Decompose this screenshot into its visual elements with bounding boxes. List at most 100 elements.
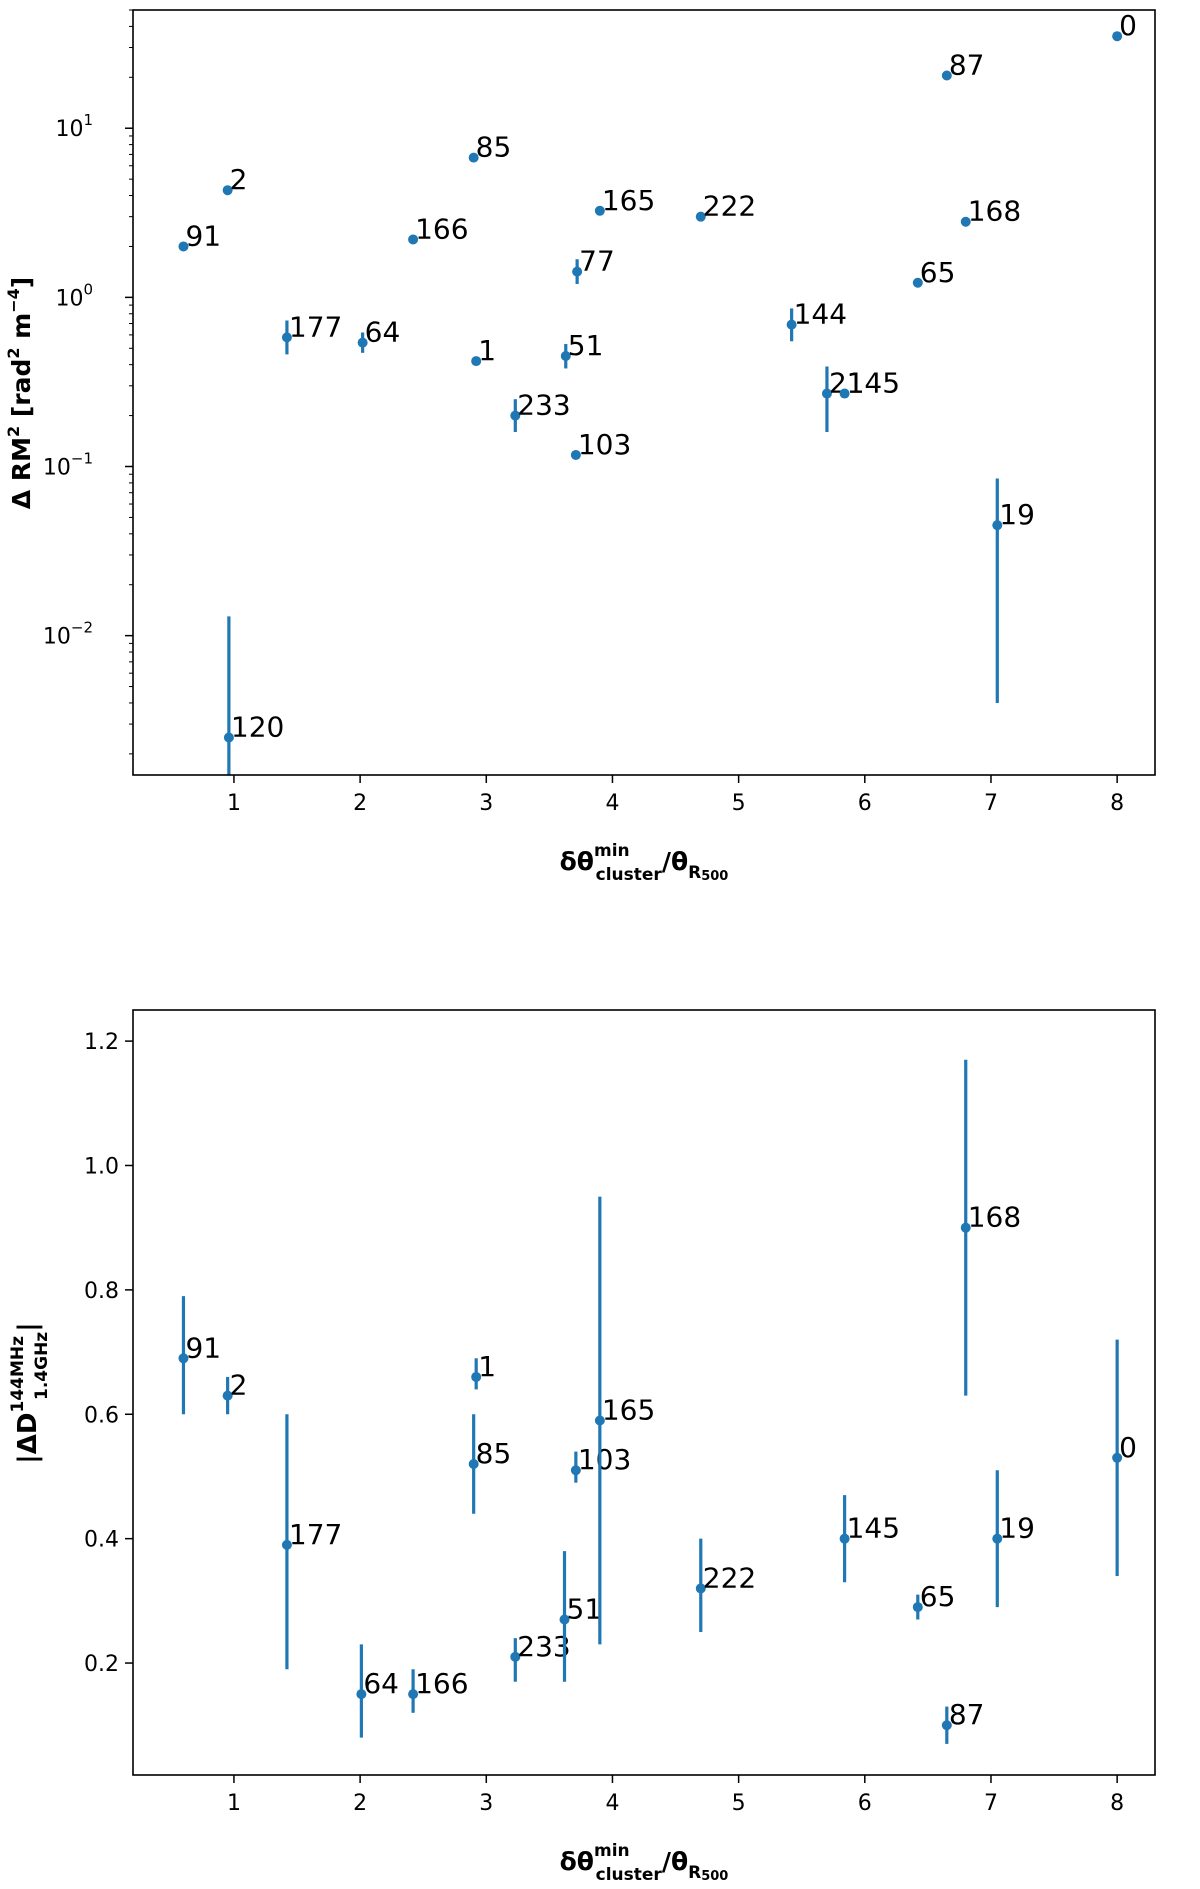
dd-point-label: 64: [363, 1667, 399, 1700]
rm-point-label: 91: [185, 219, 221, 252]
rm-x-tick-label: 6: [858, 791, 872, 816]
dd-data-point: [408, 1689, 419, 1700]
dd-data-point: [912, 1602, 923, 1613]
dd-x-tick-label: 2: [353, 1791, 367, 1816]
dd-x-tick-label: 8: [1110, 1791, 1124, 1816]
dd-y-tick-label: 0.8: [84, 1279, 119, 1304]
rm-data-point: [357, 337, 368, 348]
dd-data-point: [222, 1390, 233, 1401]
dd-data-point: [178, 1353, 189, 1364]
dd-ticks: 1 2 3 4 5 6 7 8 0.2 0.4 0.6 0.8 1.0 1.2: [84, 1030, 1124, 1816]
rm-point-label: 103: [578, 428, 631, 461]
rm-point-label: 233: [517, 389, 570, 422]
rm-data-point: [695, 211, 706, 222]
dd-point-label: 0: [1119, 1431, 1137, 1464]
dd-data-point: [281, 1539, 292, 1550]
dd-y-axis-label: |ΔD144MHz 1.4GHz|: [8, 1322, 52, 1463]
rm-x-axis-label: δθmin cluster/θR500: [560, 841, 729, 885]
dd-plot-frame: [132, 1009, 1156, 1776]
rm-data-point: [1112, 31, 1123, 42]
rm-y-axis-label: Δ RM2 [rad2 m−4]: [4, 277, 36, 509]
dd-point-label: 222: [703, 1561, 756, 1594]
rm-data-point: [222, 185, 233, 196]
dd-data-point: [468, 1459, 479, 1470]
rm-point-label: 87: [949, 48, 985, 81]
dd-point-label: 85: [476, 1437, 512, 1470]
dd-x-tick-label: 3: [479, 1791, 493, 1816]
rm-data-point: [178, 241, 189, 252]
rm-data-point: [468, 152, 479, 163]
rm-point-label: 2: [230, 163, 248, 196]
dd-point-label: 177: [289, 1518, 342, 1551]
rm-data-point: [912, 277, 923, 288]
dd-x-tick-label: 4: [605, 1791, 619, 1816]
rm-point-label: 165: [602, 184, 655, 217]
dd-y-tick-label: 0.4: [84, 1528, 119, 1553]
dd-data-point: [1112, 1452, 1123, 1463]
dd-point-label: 91: [185, 1331, 221, 1364]
rm-y-tick-label: 101: [55, 111, 93, 142]
dd-data-point: [941, 1720, 952, 1731]
dd-data-point: [960, 1222, 971, 1233]
rm-point-label: 65: [920, 256, 956, 289]
rm-data-point: [572, 266, 583, 277]
dd-point-label: 165: [602, 1393, 655, 1426]
dd-data-point: [559, 1614, 570, 1625]
dd-y-tick-label: 0.2: [84, 1652, 119, 1677]
dd-point-label: 1: [478, 1350, 496, 1383]
rm-y-tick-label: 10−2: [43, 619, 93, 650]
dd-data-point: [992, 1533, 1003, 1544]
dd-y-tick-label: 1.2: [84, 1030, 119, 1055]
rm-point-label: 1: [478, 334, 496, 367]
dd-point-label: 233: [517, 1630, 570, 1663]
dd-point-label: 51: [567, 1593, 603, 1626]
rm-point-label: 85: [476, 131, 512, 164]
dd-data-point: [570, 1465, 581, 1476]
dd-y-tick-label: 1.0: [84, 1154, 119, 1179]
rm-y-tick-label: 10−1: [43, 450, 93, 481]
rm-data-point: [960, 216, 971, 227]
dd-point-label: 145: [847, 1512, 900, 1545]
dd-data-point: [839, 1533, 850, 1544]
dd-point-label: 65: [920, 1580, 956, 1613]
dd-data-point: [510, 1651, 521, 1662]
dd-point-label: 19: [999, 1512, 1035, 1545]
rm-point-label: 120: [231, 710, 284, 743]
rm-plot-frame: [132, 9, 1156, 776]
rm-x-tick-label: 3: [479, 791, 493, 816]
rm-data-point: [223, 732, 234, 743]
rm-point-label: 145: [847, 367, 900, 400]
rm-x-tick-label: 2: [353, 791, 367, 816]
rm-data-point: [594, 205, 605, 216]
rm-data-point: [408, 234, 419, 245]
dd-x-tick-label: 5: [732, 1791, 746, 1816]
dd-data-point: [695, 1583, 706, 1594]
rm-data-point: [941, 70, 952, 81]
rm-point-label: 177: [289, 310, 342, 343]
rm-point-label: 77: [579, 245, 615, 278]
rm-point-label: 64: [365, 316, 401, 349]
rm-x-tick-label: 1: [227, 791, 241, 816]
dd-marks: 91 2 177 64 166 1 85 233 51 103 165 222 145 65 87 168 19…: [178, 1059, 1137, 1744]
dd-point-label: 168: [968, 1201, 1021, 1234]
dd-data-point: [471, 1371, 482, 1382]
dd-x-axis-label: δθmin cluster/θR500: [560, 1841, 729, 1885]
rm-y-tick-label: 100: [55, 280, 93, 311]
rm-point-label: 166: [415, 212, 468, 245]
rm-point-label: 144: [794, 298, 847, 331]
rm-point-label: 19: [999, 498, 1035, 531]
rm-x-tick-label: 8: [1110, 791, 1124, 816]
dd-point-label: 87: [949, 1698, 985, 1731]
dd-data-point: [356, 1689, 367, 1700]
dd-point-label: 103: [578, 1443, 631, 1476]
rm-data-point: [992, 520, 1003, 531]
rm-x-tick-label: 7: [984, 791, 998, 816]
dd-x-tick-label: 6: [858, 1791, 872, 1816]
rm-point-label: 51: [568, 329, 604, 362]
rm-point-label: 168: [968, 195, 1021, 228]
rm-point-label: 0: [1119, 9, 1137, 42]
